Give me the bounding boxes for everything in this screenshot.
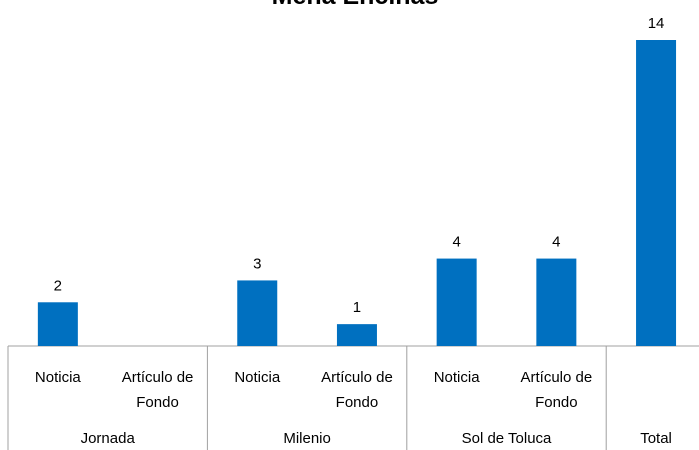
value-label: 2 <box>54 277 62 294</box>
group-label: Total <box>640 430 672 447</box>
value-label: 3 <box>253 255 261 272</box>
group-label: Sol de Toluca <box>462 430 552 447</box>
x-tick-label: Artículo de Fondo <box>321 369 393 411</box>
x-tick-label: Artículo de Fondo <box>520 369 592 411</box>
value-label: 1 <box>353 299 361 316</box>
value-label: 4 <box>552 234 560 251</box>
group-label: Milenio <box>283 430 331 447</box>
bar <box>237 280 278 346</box>
bar <box>636 40 677 346</box>
x-tick-label: Noticia <box>35 369 82 386</box>
x-tick-label: Noticia <box>434 369 481 386</box>
group-label: Jornada <box>81 430 136 447</box>
bar <box>536 258 577 346</box>
x-tick-label: Noticia <box>234 369 281 386</box>
bar <box>336 324 377 346</box>
x-tick-label: Artículo de Fondo <box>122 369 194 411</box>
bar <box>436 258 477 346</box>
value-label: 4 <box>452 234 460 251</box>
value-label: 14 <box>648 15 665 32</box>
chart-title: Mena Encinas <box>272 0 439 10</box>
bar <box>37 302 78 346</box>
